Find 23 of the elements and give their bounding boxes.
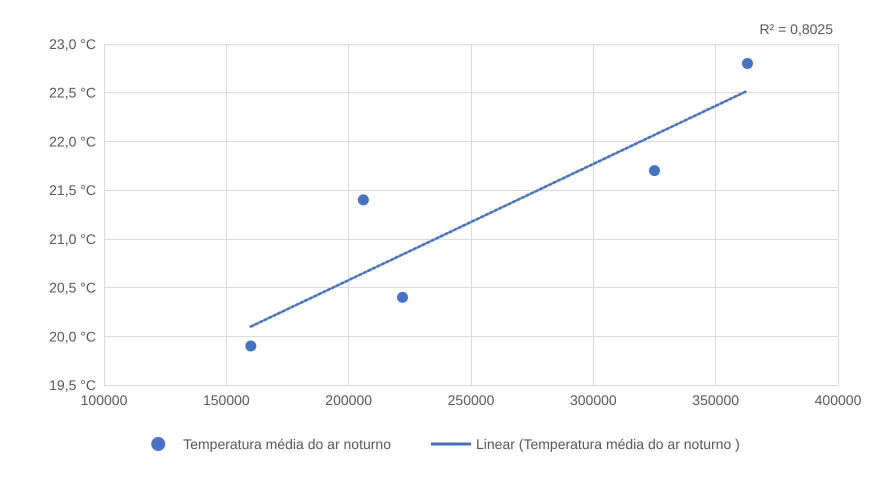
point xyxy=(358,194,369,206)
y-tick-label: 19,5 °C xyxy=(49,377,96,393)
y-tick-label: 20,0 °C xyxy=(49,328,96,344)
legend-label: Linear (Temperatura média do ar noturno ) xyxy=(476,436,740,452)
point xyxy=(245,340,256,352)
point xyxy=(397,292,408,303)
y-tick-label: 23,0 °C xyxy=(49,36,96,52)
x-tick-label: 100000 xyxy=(80,392,128,408)
x-tick-label: 250000 xyxy=(448,392,495,408)
legend-label: Temperatura média do ar noturno xyxy=(183,436,392,452)
x-tick-label: 400000 xyxy=(814,392,862,408)
point xyxy=(649,165,660,176)
x-tick-label: 200000 xyxy=(325,392,372,408)
x-tick-label: 150000 xyxy=(202,392,250,408)
y-tick-label: 21,0 °C xyxy=(49,230,96,247)
point xyxy=(742,58,753,69)
y-tick-label: 20,5 °C xyxy=(49,280,96,296)
y-tick-label: 21,5 °C xyxy=(49,182,96,198)
y-tick-label: 22,0 °C xyxy=(49,133,96,150)
x-tick-label: 350000 xyxy=(692,392,740,408)
y-tick-label: 22,5 °C xyxy=(49,84,96,101)
x-tick-label: 300000 xyxy=(570,392,617,408)
text: R² = 0,8025 xyxy=(759,21,834,37)
